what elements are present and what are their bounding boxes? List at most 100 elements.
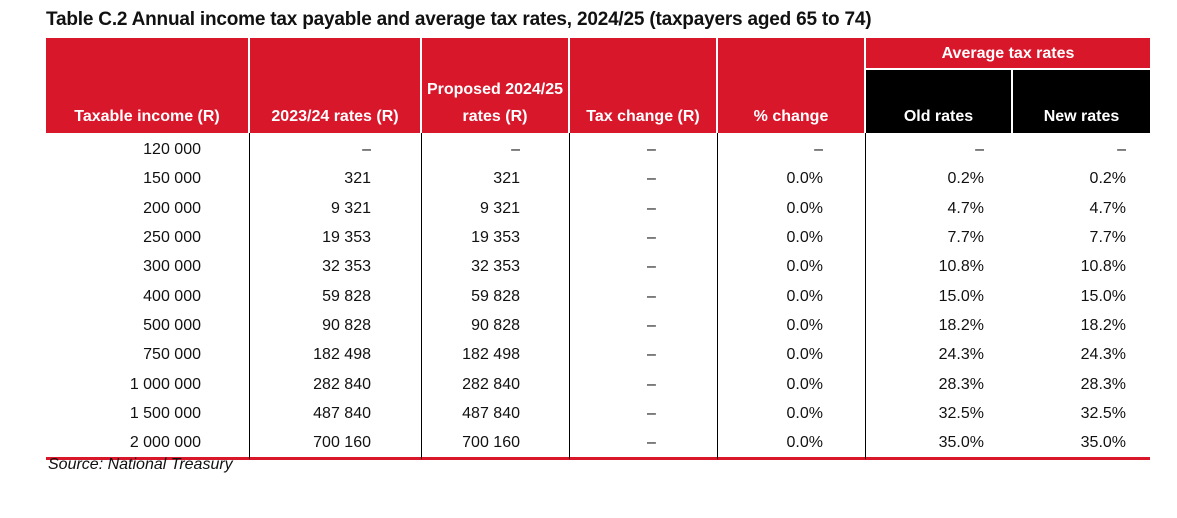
cell-taxable-income: 120 000 — [46, 133, 250, 165]
cell-new-rate: 28.3% — [1080, 375, 1127, 393]
cell-tax-change: – — [570, 340, 718, 370]
cell-new-rate: 10.8% — [1080, 258, 1127, 276]
cell-pct-change: – — [718, 133, 866, 165]
cell-rate-2024: 182 498 — [422, 340, 570, 370]
cell-old-rate: 7.7% — [947, 229, 984, 247]
cell-taxable-income: 1 500 000 — [46, 398, 250, 428]
cell-pct-change: 0.0% — [718, 427, 866, 461]
cell-tax-change: – — [570, 427, 718, 461]
cell-rate-2023: 182 498 — [250, 340, 422, 370]
cell-pct-change: 0.0% — [718, 222, 866, 253]
cell-pct-change: 0.0% — [718, 164, 866, 194]
cell-tax-change: – — [570, 222, 718, 253]
header-tax-change: Tax change (R) — [570, 38, 718, 133]
cell-rate-2023: 59 828 — [250, 281, 422, 311]
table-row: 300 000 32 353 32 353–0.0% 10.8% 10.8% — [46, 252, 1150, 282]
cell-old-rate: 24.3% — [938, 346, 984, 364]
cell-rate-2023: 700 160 — [250, 427, 422, 461]
cell-rate-2023: 321 — [250, 164, 422, 194]
table-row: 120 000– – – – – – — [46, 133, 1150, 165]
header-2023-rates: 2023/24 rates (R) — [250, 38, 422, 133]
cell-rate-2024: 19 353 — [422, 222, 570, 253]
cell-rate-2024: 90 828 — [422, 310, 570, 341]
cell-taxable-income: 2 000 000 — [46, 427, 250, 461]
table-row: 200 000 9 321 9 321–0.0% 4.7% 4.7% — [46, 193, 1150, 223]
cell-taxable-income: 250 000 — [46, 222, 250, 253]
cell-rate-2023: 9 321 — [250, 193, 422, 223]
cell-old-rate: 10.8% — [938, 258, 984, 276]
cell-rate-2023: 32 353 — [250, 252, 422, 282]
cell-taxable-income: 300 000 — [46, 252, 250, 282]
cell-tax-change: – — [570, 193, 718, 223]
cell-new-rate: 24.3% — [1080, 346, 1127, 364]
cell-old-rate: 15.0% — [938, 287, 984, 305]
cell-tax-change: – — [570, 164, 718, 194]
table-row: 400 000 59 828 59 828–0.0% 15.0% 15.0% — [46, 281, 1150, 311]
cell-tax-change: – — [570, 398, 718, 428]
cell-old-rate: 4.7% — [947, 199, 984, 217]
cell-taxable-income: 500 000 — [46, 310, 250, 341]
cell-new-rate: 7.7% — [1089, 229, 1127, 247]
header-pct-change: % change — [718, 38, 866, 133]
table-title: Table C.2 Annual income tax payable and … — [46, 9, 872, 30]
cell-rate-2023: 282 840 — [250, 369, 422, 399]
cell-taxable-income: 400 000 — [46, 281, 250, 311]
cell-pct-change: 0.0% — [718, 340, 866, 370]
cell-rate-2024: 59 828 — [422, 281, 570, 311]
cell-tax-change: – — [570, 310, 718, 341]
cell-old-rate: 32.5% — [938, 404, 984, 422]
cell-pct-change: 0.0% — [718, 193, 866, 223]
cell-pct-change: 0.0% — [718, 281, 866, 311]
cell-tax-change: – — [570, 281, 718, 311]
cell-taxable-income: 750 000 — [46, 340, 250, 370]
cell-rate-2024: – — [422, 133, 570, 165]
cell-rate-2023: 487 840 — [250, 398, 422, 428]
cell-old-rate: 18.2% — [938, 316, 984, 334]
cell-taxable-income: 1 000 000 — [46, 369, 250, 399]
cell-old-rate: 35.0% — [866, 428, 1013, 461]
cell-rate-2023: 90 828 — [250, 310, 422, 341]
cell-rate-2024: 9 321 — [422, 193, 570, 223]
cell-rate-2024: 487 840 — [422, 398, 570, 428]
cell-rate-2024: 321 — [422, 164, 570, 194]
cell-rate-2024: 32 353 — [422, 252, 570, 282]
cell-old-rate: – — [975, 141, 984, 159]
cell-new-rate: 15.0% — [1080, 287, 1127, 305]
table-row: 500 000 90 828 90 828–0.0% 18.2% 18.2% — [46, 310, 1150, 341]
cell-pct-change: 0.0% — [718, 398, 866, 428]
table-row: 1 500 000 487 840 487 840–0.0% 32.5% 32.5% — [46, 398, 1150, 428]
cell-taxable-income: 200 000 — [46, 193, 250, 223]
cell-old-rate: 0.2% — [947, 170, 984, 188]
cell-rate-2023: 19 353 — [250, 222, 422, 253]
cell-pct-change: 0.0% — [718, 252, 866, 282]
cell-old-rate: 28.3% — [938, 375, 984, 393]
cell-tax-change: – — [570, 133, 718, 165]
cell-rate-2024: 282 840 — [422, 369, 570, 399]
cell-taxable-income: 150 000 — [46, 164, 250, 194]
source-note: Source: National Treasury — [48, 456, 233, 473]
cell-new-rate: 0.2% — [1089, 170, 1127, 188]
header-2024-rates: Proposed 2024/25 rates (R) — [422, 38, 570, 133]
tax-table: Taxable income (R) 2023/24 rates (R) Pro… — [46, 38, 1151, 461]
cell-tax-change: – — [570, 369, 718, 399]
cell-new-rate: 32.5% — [1080, 404, 1127, 422]
header-new-rates: New rates — [1013, 70, 1151, 133]
cell-new-rate: 4.7% — [1089, 199, 1127, 217]
table-row: 2 000 000 700 160 700 160–0.0% 35.0% 35.0% — [46, 427, 1151, 461]
cell-rate-2024: 700 160 — [422, 427, 570, 461]
table-body: 120 000– – – – – –150 000 321 321–0.0% 0.2% 0.2% 2… — [46, 133, 1151, 461]
header-average-tax-rates: Average tax rates — [866, 38, 1151, 70]
header-taxable-income: Taxable income (R) — [46, 38, 250, 133]
cell-pct-change: 0.0% — [718, 369, 866, 399]
header-old-rates: Old rates — [866, 70, 1013, 133]
cell-new-rate: – — [1117, 141, 1127, 159]
table-row: 150 000 321 321–0.0% 0.2% 0.2% — [46, 164, 1150, 194]
cell-new-rate: 35.0% — [1013, 428, 1151, 461]
cell-rate-2023: – — [250, 133, 422, 165]
table-row: 1 000 000 282 840 282 840–0.0% 28.3% 28.3% — [46, 369, 1150, 399]
table-row: 250 000 19 353 19 353–0.0% 7.7% 7.7% — [46, 222, 1150, 253]
cell-tax-change: – — [570, 252, 718, 282]
cell-new-rate: 18.2% — [1080, 316, 1127, 334]
table-row: 750 000 182 498 182 498–0.0% 24.3% 24.3% — [46, 340, 1150, 370]
cell-pct-change: 0.0% — [718, 310, 866, 341]
